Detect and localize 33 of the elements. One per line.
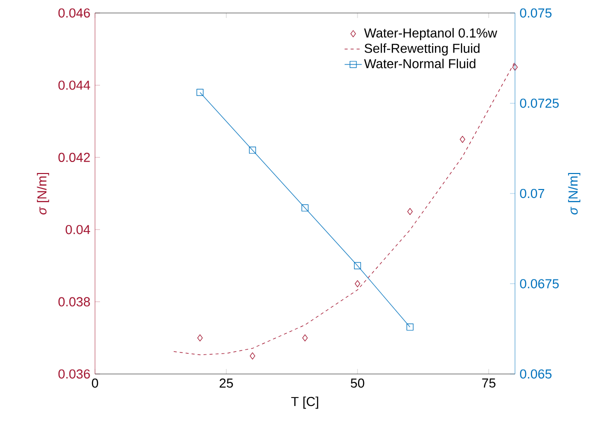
- point: [249, 146, 256, 154]
- point: [354, 280, 360, 288]
- y-tick-label: 0.04: [66, 224, 90, 234]
- x-tick-label: 0: [92, 378, 98, 388]
- y2-tick-label: 0.0725: [520, 98, 559, 108]
- x-tick-label: 50: [350, 378, 364, 388]
- y-axis-title: σ [N/m]: [36, 172, 50, 215]
- x-axis-title: T [C]: [291, 396, 318, 409]
- y-tick-label: 0.046: [58, 8, 90, 18]
- y2-tick-label: 0.07: [520, 188, 544, 198]
- point: [407, 208, 413, 216]
- point: [250, 352, 256, 360]
- point: [302, 334, 308, 342]
- y-tick-label: 0.042: [58, 152, 90, 162]
- legend-label: Water-Normal Fluid: [364, 58, 476, 68]
- legend-label: Water-Heptanol 0.1%w: [364, 28, 498, 40]
- y2-tick-label: 0.065: [520, 369, 552, 379]
- y-tick-label: 0.038: [58, 297, 90, 306]
- point: [197, 334, 203, 342]
- point: [406, 324, 414, 331]
- y2-tick-label: 0.0675: [520, 279, 559, 288]
- legend-label: Self-Rewetting Fluid: [364, 43, 480, 56]
- y-tick-label: 0.036: [58, 369, 90, 379]
- point: [354, 262, 361, 270]
- y2-tick-label: 0.075: [520, 8, 552, 18]
- point: [460, 136, 466, 143]
- point: [302, 204, 308, 212]
- point: [196, 88, 204, 96]
- y2-axis-title: σ [N/m]: [568, 172, 580, 215]
- point: [512, 64, 518, 71]
- y-tick-label: 0.044: [58, 80, 90, 90]
- x-tick-label: 25: [220, 378, 233, 388]
- x-tick-label: 75: [482, 378, 496, 388]
